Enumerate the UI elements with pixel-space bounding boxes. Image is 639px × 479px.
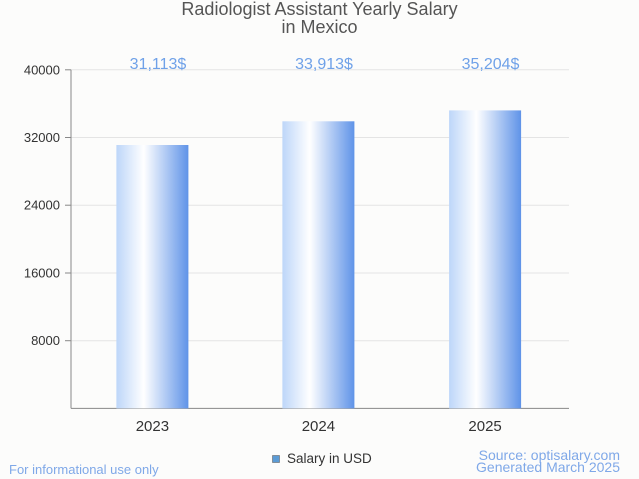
svg-text:Generated March 2025: Generated March 2025 bbox=[476, 459, 620, 475]
svg-text:8000: 8000 bbox=[31, 333, 60, 348]
svg-text:2023: 2023 bbox=[136, 418, 169, 435]
svg-text:For informational use only: For informational use only bbox=[9, 462, 159, 477]
svg-text:2025: 2025 bbox=[468, 418, 501, 435]
svg-text:35,204$: 35,204$ bbox=[462, 56, 520, 73]
svg-text:2024: 2024 bbox=[302, 418, 335, 435]
svg-text:24000: 24000 bbox=[24, 198, 60, 213]
svg-text:40000: 40000 bbox=[24, 62, 60, 77]
svg-text:33,913$: 33,913$ bbox=[295, 56, 353, 73]
svg-text:16000: 16000 bbox=[24, 266, 60, 281]
svg-text:31,113$: 31,113$ bbox=[130, 56, 187, 73]
svg-text:32000: 32000 bbox=[24, 130, 60, 145]
svg-text:Salary in USD: Salary in USD bbox=[287, 451, 372, 466]
